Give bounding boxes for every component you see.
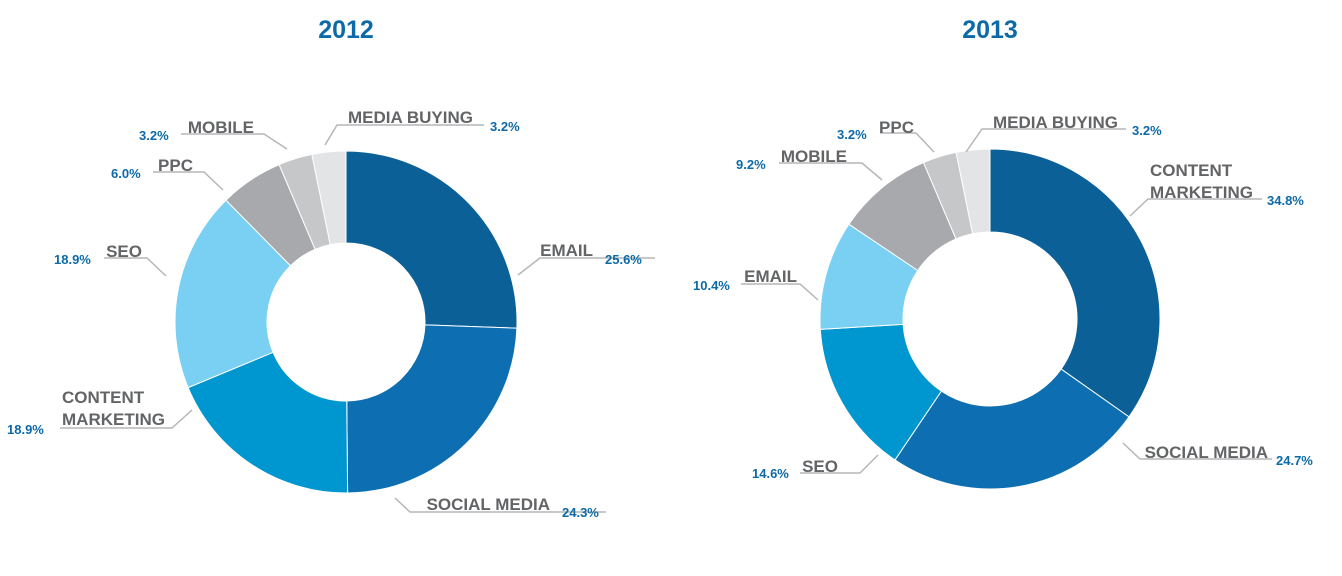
leader-line-content-marketing	[60, 409, 193, 429]
value-label-seo: 14.6%	[752, 466, 789, 481]
chart-title-2012: 2012	[318, 16, 374, 44]
category-label-email: EMAIL	[744, 267, 797, 286]
category-label-content-marketing: CONTENT MARKETING	[1150, 161, 1253, 202]
value-label-mobile: 9.2%	[736, 157, 766, 172]
value-label-mobile: 3.2%	[139, 128, 169, 143]
value-label-content-marketing: 34.8%	[1267, 193, 1304, 208]
value-label-media-buying: 3.2%	[1132, 123, 1162, 138]
category-label-ppc: PPC	[158, 156, 193, 175]
leader-line-mobile	[181, 133, 288, 150]
value-label-social-media: 24.7%	[1276, 453, 1313, 468]
category-label-content-marketing: CONTENT MARKETING	[62, 388, 165, 429]
leader-line-email	[517, 257, 655, 276]
donut-chart-2012: EMAIL 25.6% SOCIAL MEDIA 24.3% CONTENT MARKET…	[7, 108, 655, 520]
value-label-seo: 18.9%	[54, 252, 91, 267]
leader-line-media-buying	[965, 128, 1126, 153]
donut-chart-2013: CONTENT MARKETING 34.8% SOCIAL MEDIA 24.7% SE…	[693, 113, 1313, 490]
value-label-content-marketing: 18.9%	[7, 422, 44, 437]
leader-line-media-buying	[324, 124, 484, 146]
slice-social-media	[894, 368, 1130, 490]
category-label-ppc: PPC	[879, 118, 914, 137]
chart-title-2013: 2013	[962, 16, 1018, 44]
category-label-social-media: SOCIAL MEDIA	[1145, 443, 1268, 462]
category-label-social-media: SOCIAL MEDIA	[427, 495, 550, 514]
value-label-email: 10.4%	[693, 278, 730, 293]
leader-line-social-media	[1122, 442, 1272, 460]
leader-line-mobile	[779, 162, 883, 181]
slice-email	[345, 150, 518, 329]
category-label-media-buying: MEDIA BUYING	[993, 113, 1118, 132]
value-label-social-media: 24.3%	[562, 505, 599, 520]
slice-content-marketing	[989, 148, 1161, 418]
leader-line-social-media	[394, 497, 606, 513]
leader-line-seo	[800, 454, 879, 474]
slice-seo	[174, 199, 292, 389]
slice-media-buying	[311, 150, 347, 246]
category-label-seo: SEO	[106, 242, 142, 261]
slice-social-media	[346, 324, 518, 494]
leader-line-ppc	[880, 132, 935, 153]
leader-line-ppc	[153, 171, 224, 191]
leader-line-email	[741, 283, 819, 301]
value-label-media-buying: 3.2%	[490, 119, 520, 134]
category-label-email: EMAIL	[540, 241, 593, 260]
slice-content-marketing	[187, 351, 349, 494]
leader-line-content-marketing	[1129, 198, 1262, 217]
category-label-mobile: MOBILE	[188, 118, 254, 137]
value-label-email: 25.6%	[605, 252, 642, 267]
category-label-seo: SEO	[802, 457, 838, 476]
value-label-ppc: 3.2%	[837, 127, 867, 142]
category-label-media-buying: MEDIA BUYING	[348, 108, 473, 127]
leader-line-seo	[104, 257, 167, 277]
value-label-ppc: 6.0%	[111, 166, 141, 181]
category-label-mobile: MOBILE	[781, 147, 847, 166]
